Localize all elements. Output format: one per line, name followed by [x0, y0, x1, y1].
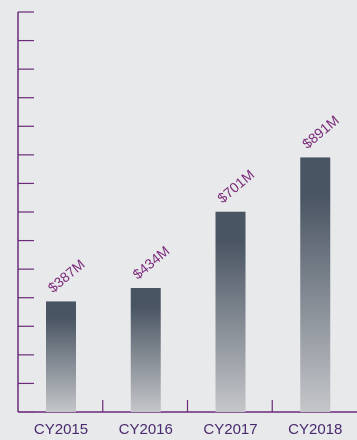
- bar-cy2018: [300, 157, 330, 412]
- x-tick-label: CY2018: [288, 421, 342, 438]
- x-tick-label: CY2017: [203, 421, 257, 438]
- data-label: $701M: [214, 166, 257, 206]
- x-tick-label: CY2016: [119, 421, 173, 438]
- bar-cy2016: [131, 288, 161, 412]
- x-tick-label: CY2015: [34, 421, 88, 438]
- bar-cy2015: [46, 301, 76, 412]
- data-label: $891M: [299, 112, 342, 152]
- chart-bars: [46, 157, 330, 412]
- data-label: $387M: [45, 256, 88, 296]
- bar-cy2017: [216, 212, 246, 412]
- chart-labels: CY2015 $387M CY2016 $434M CY2017 $701M CY2018 $…: [34, 112, 342, 438]
- data-label: $434M: [129, 243, 172, 283]
